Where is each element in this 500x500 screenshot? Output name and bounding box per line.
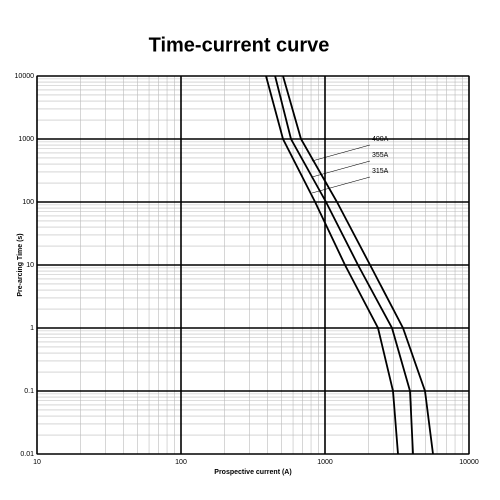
x-tick-label: 100 <box>175 459 187 466</box>
y-tick-label: 10 <box>26 262 34 269</box>
curve <box>282 75 434 455</box>
y-tick-label: 100 <box>22 199 34 206</box>
x-tick-label: 10 <box>33 459 41 466</box>
x-axis-title: Prospective current (A) <box>214 469 291 476</box>
leader-line <box>311 176 371 194</box>
y-tick-label: 0.1 <box>24 388 34 395</box>
curve-label: 400A <box>372 136 389 143</box>
y-tick-label: 0.01 <box>20 451 34 458</box>
y-axis-title: Pre-arcing Time (s) <box>17 233 24 296</box>
x-tick-label: 1000 <box>317 459 333 466</box>
curve <box>274 75 414 455</box>
chart-title: Time-current curve <box>149 34 330 56</box>
curve-label: 315A <box>372 168 389 175</box>
y-tick-label: 1000 <box>18 136 34 143</box>
y-tick-label: 1 <box>30 325 34 332</box>
y-tick-label: 10000 <box>15 73 35 80</box>
x-tick-label: 10000 <box>459 459 479 466</box>
leader-line <box>311 144 371 162</box>
curve-label: 355A <box>372 152 389 159</box>
curve <box>265 75 399 455</box>
